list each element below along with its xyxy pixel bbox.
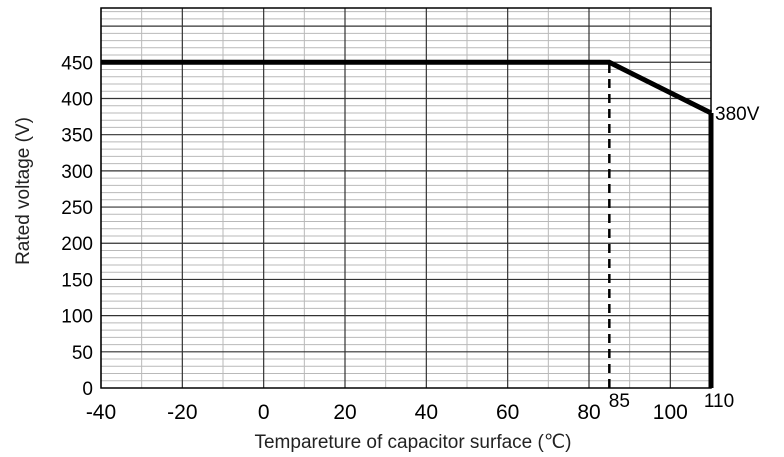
x-tick-label: 100 bbox=[653, 401, 688, 424]
x-tick-label: 40 bbox=[415, 401, 438, 424]
annotation-label: 110 bbox=[704, 391, 734, 412]
plot-border bbox=[100, 7, 712, 389]
x-axis-title: Tempareture of capacitor surface (℃) bbox=[254, 432, 571, 453]
x-tick-label: 20 bbox=[333, 401, 356, 424]
x-tick-labels: -40 -20 0 20 40 60 80 100 bbox=[86, 401, 688, 424]
y-axis-title: Rated voltage (V) bbox=[13, 117, 34, 265]
reference-lines bbox=[608, 62, 714, 388]
y-tick-label: 350 bbox=[61, 126, 93, 147]
y-tick-labels: 0 50 100 150 200 250 300 350 400 450 bbox=[61, 53, 93, 400]
x-tick-label: 0 bbox=[258, 401, 270, 424]
y-tick-label: 100 bbox=[61, 307, 93, 328]
plot-frame bbox=[100, 7, 712, 389]
y-tick-label: 50 bbox=[72, 343, 93, 364]
y-tick-label: 0 bbox=[82, 379, 93, 400]
series-layer bbox=[101, 59, 713, 116]
y-tick-label: 200 bbox=[61, 234, 93, 255]
annotations: 380V 85 110 bbox=[609, 104, 760, 412]
x-tick-label: 60 bbox=[496, 401, 519, 424]
voltage-line bbox=[101, 59, 713, 116]
y-tick-label: 450 bbox=[61, 53, 93, 74]
x-tick-label: -40 bbox=[86, 401, 116, 424]
y-tick-label: 150 bbox=[61, 270, 93, 291]
x-tick-label: -20 bbox=[167, 401, 197, 424]
y-tick-label: 400 bbox=[61, 89, 93, 110]
y-tick-label: 300 bbox=[61, 162, 93, 183]
y-tick-label: 250 bbox=[61, 198, 93, 219]
annotation-label: 85 bbox=[609, 391, 630, 412]
annotation-label: 380V bbox=[715, 104, 760, 125]
x-tick-label: 80 bbox=[577, 401, 600, 424]
